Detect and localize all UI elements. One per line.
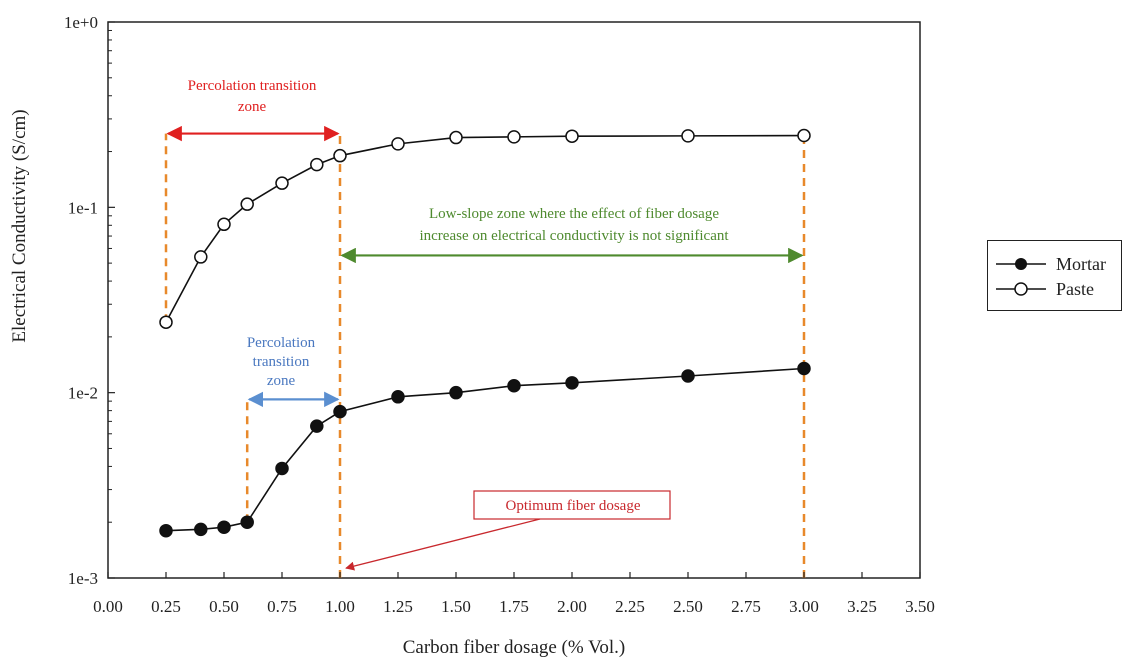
series-line-mortar: [165, 367, 805, 532]
x-tick-label: 3.50: [905, 597, 935, 616]
data-point-mortar: [240, 515, 254, 529]
annotation-text: Low-slope zone where the effect of fiber…: [429, 206, 719, 222]
data-point-paste: [310, 157, 324, 172]
data-point-mortar: [507, 378, 521, 393]
data-point-mortar: [681, 369, 695, 383]
open-circle-marker-icon: [996, 282, 1046, 296]
data-point-mortar: [449, 385, 463, 400]
y-tick-label: 1e-3: [68, 569, 98, 588]
x-tick-label: 2.75: [731, 597, 761, 616]
data-point-paste: [333, 148, 347, 163]
series-lines: [165, 134, 805, 532]
plot-area: [107, 21, 921, 579]
annotation-text: transition: [253, 354, 310, 370]
y-tick-label: 1e-1: [68, 198, 98, 217]
legend: Mortar Paste: [987, 240, 1122, 311]
x-axis: 0.00 0.25 0.50 0.75 1.00 1.25 1.50 1.75 2.00 2.25…: [93, 572, 935, 616]
data-point-mortar: [194, 522, 208, 537]
data-point-mortar: [391, 390, 405, 404]
x-tick-label: 1.50: [441, 597, 471, 616]
x-tick-label: 1.75: [499, 597, 529, 616]
annotation-text: Percolation transition: [188, 78, 317, 94]
data-point-paste: [507, 130, 521, 144]
data-point-paste: [797, 128, 811, 143]
data-point-paste: [240, 197, 254, 211]
data-point-mortar: [333, 404, 347, 419]
data-point-mortar: [310, 419, 324, 433]
annotation-text: increase on electrical conductivity is n…: [419, 228, 729, 244]
x-tick-label: 2.50: [673, 597, 703, 616]
data-point-paste: [391, 137, 405, 151]
x-tick-label: 0.00: [93, 597, 123, 616]
x-tick-label: 2.00: [557, 597, 587, 616]
y-tick-label: 1e-2: [68, 384, 98, 403]
data-point-paste: [681, 129, 695, 143]
annotation-text: Percolation: [247, 335, 316, 351]
data-point-mortar: [565, 376, 579, 390]
reference-lines: [164, 133, 806, 578]
legend-item-paste: Paste: [994, 278, 1094, 300]
filled-circle-marker-icon: [996, 258, 1046, 270]
y-axis: 1e+0 1e-1 1e-2 1e-3: [64, 13, 115, 588]
x-axis-label: Carbon fiber dosage (% Vol.): [403, 637, 626, 658]
data-point-paste: [275, 176, 289, 190]
y-axis-label: Electrical Conductivity (S/cm): [9, 109, 30, 342]
annotations: Percolation transition zone Low-slope zone…: [166, 78, 804, 571]
x-tick-label: 0.50: [209, 597, 239, 616]
data-point-paste: [449, 130, 463, 145]
legend-label-paste: Paste: [1056, 278, 1094, 299]
y-tick-label: 1e+0: [64, 13, 98, 32]
data-point-mortar: [275, 461, 289, 476]
series-points: [159, 128, 811, 538]
x-tick-label: 0.75: [267, 597, 297, 616]
data-point-paste: [565, 129, 579, 143]
annotation-pointer: [345, 518, 541, 571]
annotation-text: Optimum fiber dosage: [506, 498, 641, 514]
x-tick-label: 3.25: [847, 597, 877, 616]
legend-item-mortar: Mortar: [994, 253, 1106, 275]
annotation-text: zone: [238, 99, 267, 115]
x-tick-label: 1.25: [383, 597, 413, 616]
annotation-box: [473, 490, 671, 520]
legend-label-mortar: Mortar: [1056, 253, 1106, 274]
plot-border: [107, 21, 921, 579]
data-point-mortar: [217, 520, 231, 534]
data-point-paste: [159, 315, 173, 329]
annotation-text: zone: [267, 373, 296, 389]
data-point-mortar: [159, 523, 173, 538]
data-point-mortar: [797, 361, 811, 376]
data-point-paste: [194, 250, 208, 264]
data-point-paste: [217, 217, 231, 232]
x-tick-label: 0.25: [151, 597, 181, 616]
x-tick-label: 2.25: [615, 597, 645, 616]
x-tick-label: 1.00: [325, 597, 355, 616]
x-tick-label: 3.00: [789, 597, 819, 616]
